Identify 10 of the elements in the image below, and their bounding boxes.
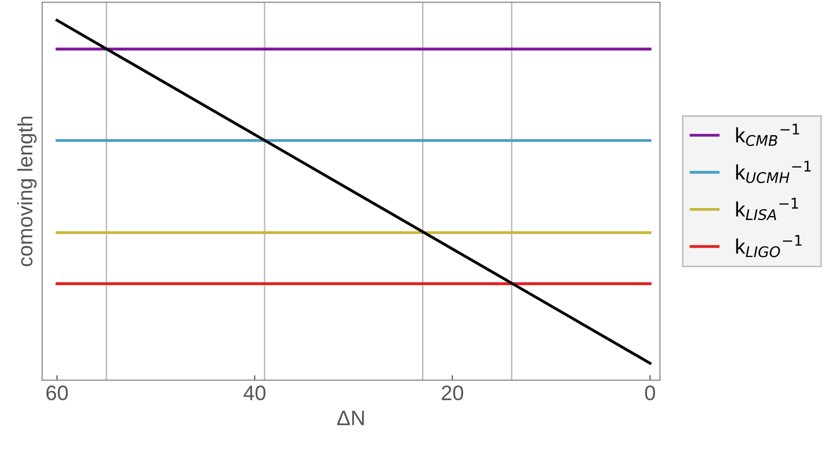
x-tick-label: 60: [46, 386, 68, 400]
x-tick-label: 0: [645, 386, 656, 400]
x-tick-label: 40: [244, 386, 266, 400]
legend-label: k$_{UCMH}$$^{−1}$: [736, 160, 811, 184]
x-axis-title: ΔN: [337, 410, 364, 426]
legend-label: k$_{LISA}$$^{−1}$: [736, 198, 798, 220]
legend-label: k$_{CMB}$$^{−1}$: [736, 124, 800, 146]
x-tick-label: 20: [442, 386, 464, 400]
legend-label: k$_{LIGO}$$^{−1}$: [736, 235, 802, 258]
y-axis-title: comoving length: [17, 116, 37, 266]
